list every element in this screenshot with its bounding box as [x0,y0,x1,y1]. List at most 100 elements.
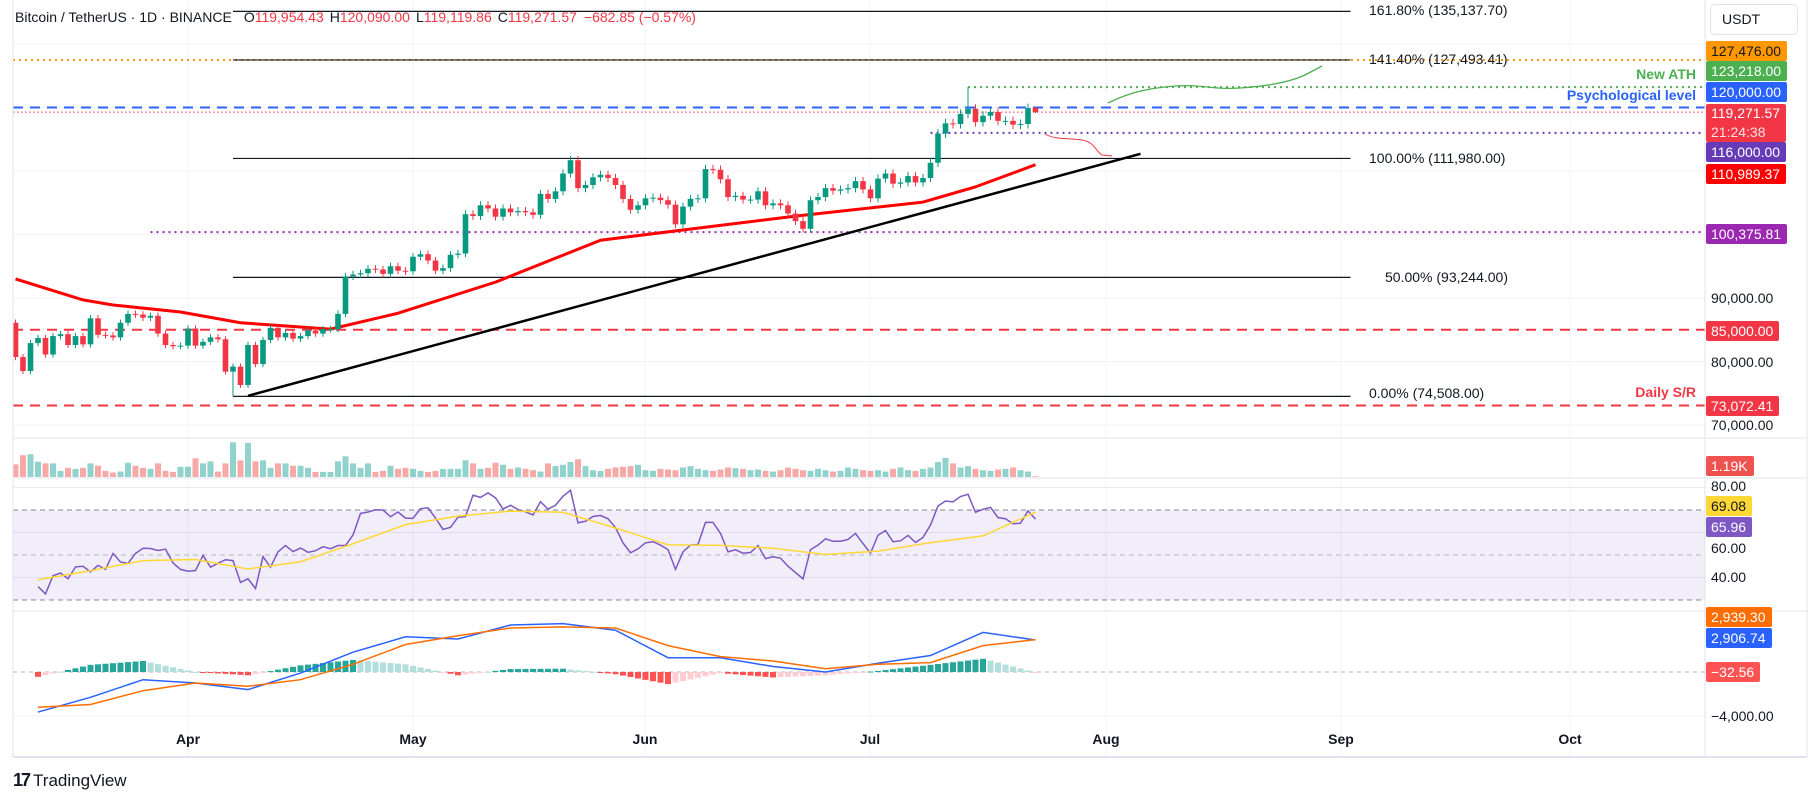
macd-histogram-bar [1025,670,1031,672]
volume-bar [560,464,566,477]
candle-body [987,111,994,116]
symbol-title[interactable]: Bitcoin / TetherUS · 1D · BINANCE [15,9,232,25]
volume-bar [110,472,116,477]
volume-bar [785,467,791,477]
volume-bar [882,471,889,477]
candle-body [807,200,814,229]
volume-bar [522,468,529,477]
candle-body [642,198,649,206]
candle-body [537,193,544,215]
tag-rsi-ma: 69.08 [1706,496,1753,516]
candle-body [507,208,514,213]
macd-histogram-bar [830,672,836,675]
candle-body [470,214,476,217]
volume-bar [395,468,401,477]
macd-histogram-bar [612,672,619,675]
candle-body [260,339,266,365]
volume-bar [177,466,184,477]
volume-bar [515,467,521,477]
volume-bar [282,463,289,477]
candle-body [12,322,19,358]
candle-body [545,193,551,199]
volume-bar [845,467,851,477]
tag-macd-signal: 2,939.30 [1706,607,1772,627]
macd-histogram-bar [657,672,664,683]
macd-histogram-bar [590,671,596,673]
macd-histogram-bar [192,672,199,673]
candle-body [147,315,154,318]
volume-bar [350,463,356,477]
volume-bar [642,470,649,477]
time-label-jul: Jul [859,731,881,747]
candle-body [522,211,529,213]
candle-body [920,177,926,183]
volume-bar [597,470,604,477]
volume-bar [905,470,911,477]
currency-button[interactable]: USDT [1710,4,1798,35]
macd-histogram-bar [882,670,889,672]
macd-histogram-bar [972,659,979,672]
candle-body [387,266,394,274]
tag-macd: 2,906.74 [1706,628,1772,648]
macd-histogram-bar [822,672,829,676]
volume-bar [417,470,424,477]
volume-bar [725,467,731,477]
price-tick: 70,000.00 [1711,417,1774,433]
time-label-apr: Apr [175,731,201,747]
macd-histogram-bar [740,672,746,675]
volume-bar [740,468,746,477]
volume-bar [650,470,656,477]
macd-histogram-bar [252,672,259,674]
volume-bar [837,470,844,477]
macd-histogram-bar [687,672,694,680]
candle-body [72,336,79,345]
volume-bar [717,469,724,477]
volume-bar [695,468,701,477]
candle-body [447,254,454,269]
volume-bar [800,470,806,477]
macd-histogram-bar [582,671,589,673]
candle-body [680,206,686,225]
volume-bar [822,470,829,477]
macd-histogram-bar [245,672,251,676]
candle-body [102,334,109,336]
projection-path-bullish[interactable] [1107,65,1323,104]
volume-bar [357,467,364,477]
trendline[interactable] [247,152,1141,397]
volume-bar [747,470,754,477]
macd-histogram-bar [905,667,911,672]
macd-histogram-bar [327,662,334,672]
volume-bar [867,470,874,477]
macd-histogram-bar [357,660,364,672]
tradingview-logo[interactable]: 17 TradingView [13,770,127,791]
candle-body [485,205,491,209]
volume-bar [170,471,176,477]
volume-bar [200,463,206,477]
macd-histogram-bar [980,658,986,672]
candle-body [635,205,641,210]
macd-histogram-bar [42,672,49,676]
volume-bar [27,454,34,477]
volume-bar [935,462,941,477]
candle-body [42,338,49,355]
macd-histogram-bar [372,661,379,672]
fib-label-100: 100.00% (111,980.00) [1369,150,1506,166]
macd-histogram-bar [282,668,289,672]
volume-bar [807,470,814,477]
rsi-band [13,509,1705,601]
candle-body [552,191,559,199]
macd-histogram-bar [530,668,536,672]
candle-body [650,197,656,199]
macd-histogram-bar [987,660,994,672]
macd-lines [13,622,1705,713]
daily-sr-label: Daily S/R [1635,384,1696,400]
macd-histogram-bar [335,661,341,672]
volume-bar [830,471,836,477]
candle-body [860,181,866,190]
candle-body [620,184,626,199]
tag-daily-sr: 73,072.41 [1706,396,1780,416]
candle-body [837,189,844,191]
fib-retracement[interactable] [233,10,1351,397]
projection-path-bearish[interactable] [1044,133,1113,157]
